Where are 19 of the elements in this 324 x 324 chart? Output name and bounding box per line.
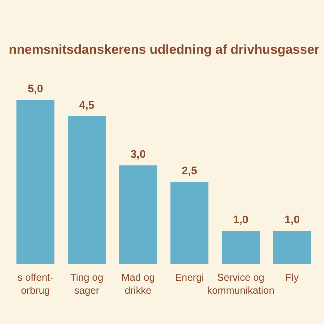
bar bbox=[119, 166, 158, 264]
data-label: 3,0 bbox=[130, 149, 146, 162]
x-tick-label: Mad og drikke bbox=[122, 273, 156, 297]
data-label: 2,5 bbox=[182, 166, 198, 178]
x-tick-label: Energi bbox=[175, 273, 204, 284]
data-label: 1,0 bbox=[233, 214, 249, 227]
data-label: 5,0 bbox=[28, 84, 44, 96]
x-tick-label: Ting og sager bbox=[70, 273, 104, 297]
chart-title: nnemsnitsdanskerens udledning af drivhusgasser bbox=[9, 42, 320, 57]
data-label: 1,0 bbox=[284, 214, 300, 227]
x-tick-label: Service og kommunikation bbox=[207, 273, 275, 297]
x-tick-label: Fly bbox=[286, 273, 300, 284]
x-tick-label: s offent- orbrug bbox=[18, 273, 54, 297]
bar bbox=[273, 231, 312, 264]
bar bbox=[170, 182, 209, 264]
bar bbox=[222, 231, 260, 264]
bar bbox=[68, 116, 106, 264]
bar bbox=[16, 100, 55, 264]
data-label: 4,5 bbox=[79, 100, 95, 112]
